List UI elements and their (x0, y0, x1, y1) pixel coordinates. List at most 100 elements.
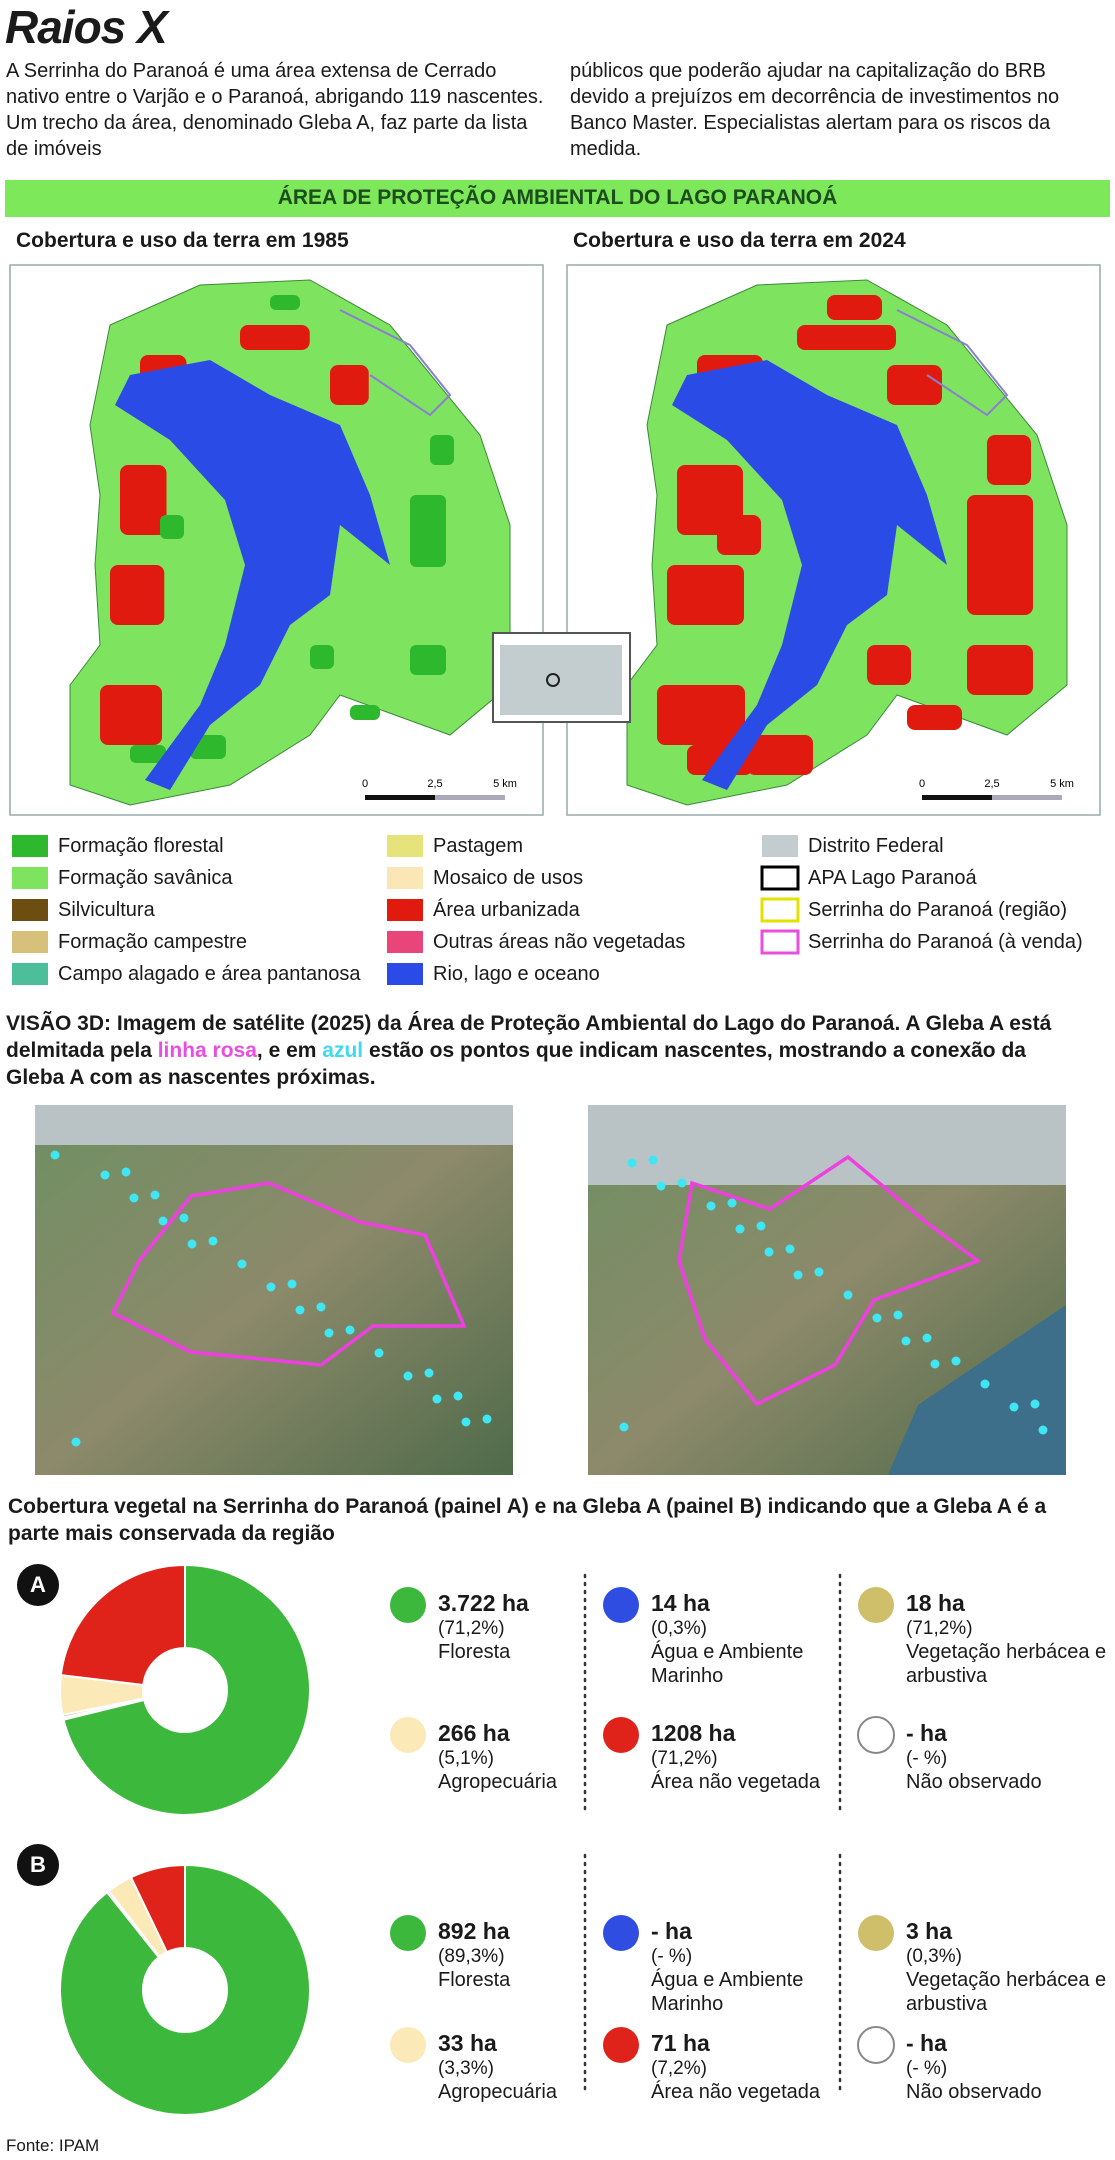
spring-dot (453, 1391, 463, 1401)
stat-value: 33 ha (438, 2030, 497, 2056)
spring-dot (648, 1155, 658, 1165)
stat-dot (603, 1587, 639, 1623)
forest-patch (310, 645, 334, 669)
map-title: Cobertura e uso da terra em 1985 (16, 229, 349, 252)
legend-label: Pastagem (433, 835, 524, 857)
forest-patch (350, 705, 380, 720)
spring-dot (71, 1437, 81, 1447)
legend-label: Rio, lago e oceano (433, 963, 600, 985)
legend-swatch (387, 931, 423, 953)
stat-pct: (71,2%) (438, 1618, 505, 1639)
legend-label: Outras áreas não vegetadas (433, 931, 686, 953)
spring-dot (793, 1270, 803, 1280)
spring-dot (656, 1181, 666, 1191)
legend-label: Distrito Federal (808, 835, 944, 857)
stat-pct: (- %) (906, 1748, 948, 1769)
legend-swatch (387, 963, 423, 985)
legend-swatch (387, 899, 423, 921)
stat-value: 3 ha (906, 1918, 953, 1944)
urban-patch (120, 465, 167, 535)
spring-dot (432, 1394, 442, 1404)
scale-label: 5 km (1050, 778, 1074, 790)
spring-dot (324, 1328, 334, 1338)
legend-swatch (387, 835, 423, 857)
spring-dot (764, 1247, 774, 1257)
spring-dot (872, 1313, 882, 1323)
spring-dot (287, 1279, 297, 1289)
urban-patch (110, 565, 165, 625)
gleba-outline (677, 1154, 982, 1407)
gleba-line (339, 309, 452, 417)
caption-part: estão os pontos que indicam nascentes, m… (6, 1039, 1026, 1089)
stat-value: 1208 ha (651, 1720, 736, 1746)
forest-patch (410, 495, 446, 567)
urban-patch (867, 645, 911, 685)
stat-pct: (- %) (906, 2058, 948, 2079)
stat-pct: (71,2%) (906, 1618, 973, 1639)
spring-dot (619, 1422, 629, 1432)
stat-dot (390, 1587, 426, 1623)
urban-patch (100, 685, 162, 745)
legend-swatch (760, 929, 800, 955)
donut-wedge (59, 1563, 186, 1687)
spring-dot (129, 1193, 139, 1203)
stat-name: Floresta (438, 1969, 511, 1991)
scale-label: 0 (362, 778, 368, 790)
legend-label: Serrinha do Paranoá (à venda) (808, 931, 1083, 953)
legend-swatch (12, 835, 48, 857)
legend-label: Área urbanizada (433, 899, 580, 921)
forest-patch (130, 745, 166, 763)
legend-swatch (387, 867, 423, 889)
spring-dot (121, 1167, 131, 1177)
stat-dot (390, 1717, 426, 1753)
spring-dot (345, 1325, 355, 1335)
stat-dot (858, 1915, 894, 1951)
forest-patch (160, 515, 184, 539)
legend-swatch (760, 865, 800, 891)
title: Raios X (5, 1, 168, 53)
spring-dot (403, 1371, 413, 1381)
stat-name: Água e Ambiente Marinho (651, 1641, 804, 1687)
caption-part: VISÃO 3D: Imagem de satélite (2025) da Á… (6, 1012, 1052, 1062)
stat-name: Vegetação herbácea e arbustiva (906, 1969, 1107, 2015)
donut-wedge (62, 1563, 311, 1816)
spring-dot (727, 1198, 737, 1208)
stat-pct: (7,2%) (651, 2058, 707, 2079)
lake-view (888, 1305, 1066, 1475)
caption-part: , e em (256, 1039, 323, 1062)
spring-dot (424, 1368, 434, 1378)
spring-dot (100, 1170, 110, 1180)
stat-dot (603, 1915, 639, 1951)
stat-pct: (- %) (651, 1946, 693, 1967)
stat-value: 18 ha (906, 1590, 965, 1616)
legend-label: Mosaico de usos (433, 867, 584, 889)
stat-value: - ha (651, 1918, 692, 1944)
stat-pct: (5,1%) (438, 1748, 494, 1769)
caption-part: linha rosa (157, 1039, 257, 1062)
legend-label: Serrinha do Paranoá (região) (808, 899, 1068, 921)
urban-patch (667, 565, 744, 625)
stat-value: 3.722 ha (438, 1590, 529, 1616)
panel-badge (17, 1844, 59, 1886)
band (5, 180, 1110, 217)
spring-dot (237, 1259, 247, 1269)
legend-label: Formação savânica (58, 867, 233, 889)
spring-dot (735, 1224, 745, 1234)
stat-dot (603, 2027, 639, 2063)
spring-dot (1030, 1399, 1040, 1409)
lake (672, 360, 947, 790)
panel-label: B (30, 1852, 46, 1877)
stat-value: 71 ha (651, 2030, 710, 2056)
source: Fonte: IPAM (6, 2136, 100, 2155)
stat-name: Agropecuária (438, 1771, 557, 1793)
stat-pct: (3,3%) (438, 2058, 494, 2079)
stat-pct: (71,2%) (651, 1748, 718, 1769)
stat-dot (390, 1915, 426, 1951)
stat-pct: (89,3%) (438, 1946, 505, 1967)
spring-dot (295, 1305, 305, 1315)
spring-dot (50, 1150, 60, 1160)
urban-patch (240, 325, 310, 350)
spring-dot (901, 1336, 911, 1346)
caption: VISÃO 3D: Imagem de satélite (2025) da Á… (6, 1010, 1056, 1091)
stat-name: Área não vegetada (651, 1771, 821, 1793)
